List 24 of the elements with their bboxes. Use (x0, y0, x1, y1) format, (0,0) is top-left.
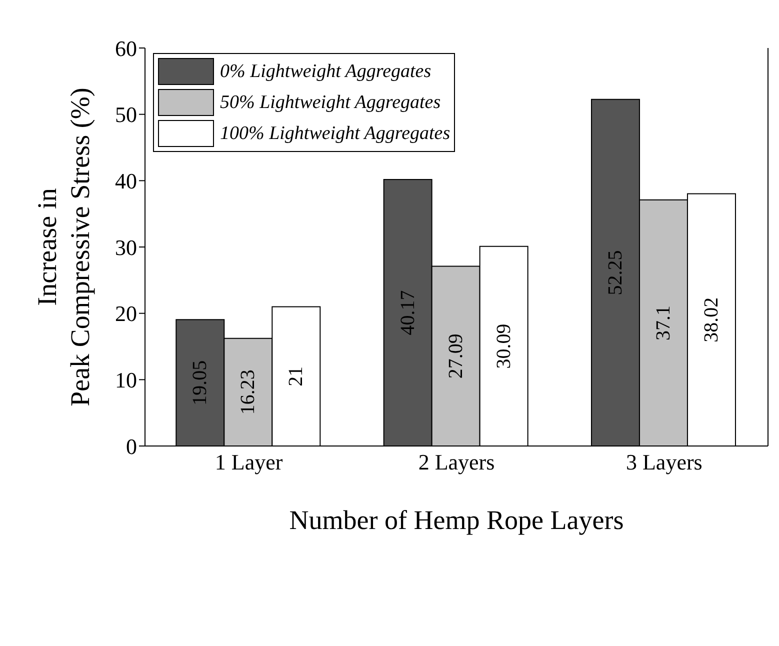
data-label: 40.17 (396, 290, 419, 336)
y-tick-label: 60 (115, 36, 137, 61)
data-label: 27.09 (444, 334, 467, 379)
data-label: 37.1 (652, 305, 674, 340)
data-label: 30.09 (492, 324, 515, 369)
x-axis-title: Number of Hemp Rope Layers (289, 505, 624, 535)
y-tick-label: 0 (126, 434, 137, 459)
data-label: 16.23 (237, 370, 260, 415)
y-tick-label: 40 (115, 168, 137, 194)
x-tick-label: 2 Layers (418, 450, 495, 475)
data-label: 19.05 (189, 360, 212, 406)
x-tick-label: 3 Layers (626, 450, 702, 475)
y-tick-label: 10 (115, 367, 137, 392)
y-tick-label: 30 (115, 234, 137, 260)
data-label: 52.25 (604, 250, 626, 296)
legend-label: 50% Lightweight Aggregates (220, 92, 441, 114)
y-tick-label: 50 (115, 102, 137, 128)
legend-label: 100% Lightweight Aggregates (220, 122, 450, 144)
x-tick-label: 1 Layer (214, 450, 284, 475)
y-axis-title: Increase in Peak Compressive Stress (%) (32, 88, 95, 406)
y-tick-label: 20 (115, 301, 137, 326)
legend-label: 0% Lightweight Aggregates (220, 60, 432, 82)
data-label: 21 (285, 366, 308, 386)
data-label: 38.02 (700, 297, 722, 342)
